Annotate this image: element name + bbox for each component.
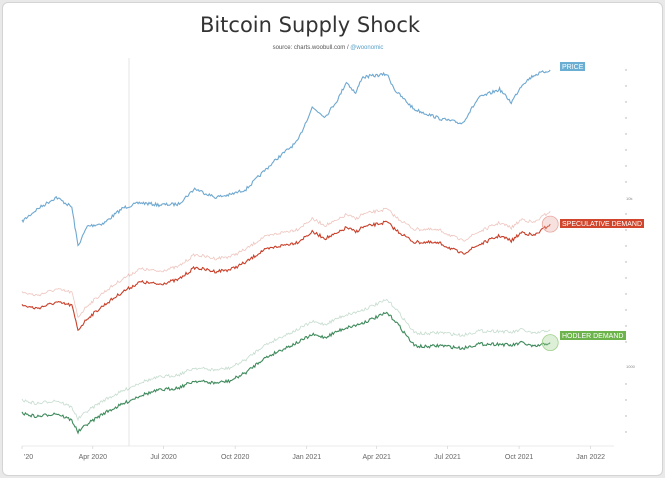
- x-tick-label: Oct 2021: [505, 454, 534, 461]
- x-tick-label: '20: [24, 454, 33, 461]
- series-label: PRICE: [562, 64, 584, 71]
- y-minor-tick: [625, 293, 627, 295]
- series-shadow-line: [21, 298, 551, 422]
- x-tick-label: Oct 2020: [221, 454, 250, 461]
- y-minor-tick: [625, 85, 627, 87]
- chart-title: Bitcoin Supply Shock: [199, 13, 421, 37]
- x-tick-label: Apr 2021: [363, 454, 392, 461]
- y-minor-tick: [625, 383, 627, 385]
- y-minor-tick: [625, 325, 627, 327]
- x-tick-label: Jul 2020: [150, 454, 177, 461]
- y-minor-tick: [625, 309, 627, 311]
- series-label-box: [560, 331, 626, 340]
- subtitle-source: source: charts.woobull.com /: [272, 45, 351, 51]
- y-tick-label: 10k: [626, 196, 632, 201]
- series-shadow-line: [21, 207, 551, 318]
- y-minor-tick: [625, 117, 627, 119]
- series-line: [21, 69, 551, 247]
- x-tick-label: Jan 2022: [576, 454, 605, 461]
- series-label-box: [560, 219, 644, 228]
- x-tick-label: Jan 2021: [292, 454, 321, 461]
- y-tick-label: 1000: [626, 364, 636, 369]
- series-lines: [21, 69, 551, 435]
- y-minor-tick: [625, 341, 627, 343]
- y-minor-tick: [625, 133, 627, 135]
- series-label-box: [560, 62, 585, 71]
- y-minor-tick: [625, 149, 627, 151]
- series-line: [21, 311, 551, 435]
- y-minor-tick: [625, 399, 627, 401]
- x-axis-ticks: '20 Apr 2020 Jul 2020 Oct 2020 Jan 2021 Apr 2…: [21, 446, 605, 461]
- y-minor-tick: [625, 165, 627, 167]
- series-line: [21, 220, 551, 332]
- series-end-marker: [541, 215, 559, 233]
- chart-subtitle: source: charts.woobull.com / @woonomic: [3, 45, 653, 51]
- x-tick-label: Jul 2021: [434, 454, 461, 461]
- subtitle-handle: @woonomic: [350, 45, 384, 51]
- x-tick-label: Apr 2020: [79, 454, 108, 461]
- y-minor-tick: [625, 69, 627, 71]
- series-labels: PRICE SPECULATIVE DEMAND HODLER DEMAND: [541, 62, 644, 352]
- y-minor-tick: [625, 229, 627, 231]
- y-minor-tick: [625, 181, 627, 183]
- y-minor-tick: [625, 213, 627, 215]
- y-minor-tick: [625, 101, 627, 103]
- y-minor-tick: [625, 245, 627, 247]
- series-label: SPECULATIVE DEMAND: [562, 221, 642, 228]
- series-end-marker: [541, 334, 559, 352]
- y-minor-tick: [625, 277, 627, 279]
- series-label: HODLER DEMAND: [562, 333, 623, 340]
- y-minor-tick: [625, 431, 627, 433]
- y-minor-tick: [625, 261, 627, 263]
- y-axis-ticks: 10k 1000: [625, 69, 636, 433]
- y-minor-tick: [625, 415, 627, 417]
